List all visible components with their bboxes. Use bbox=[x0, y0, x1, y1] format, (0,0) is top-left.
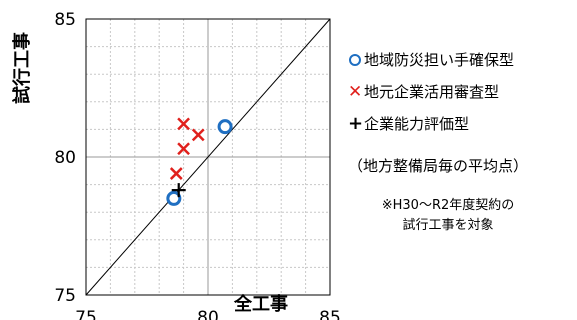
point-x bbox=[169, 167, 183, 180]
data-points bbox=[166, 117, 233, 206]
x-tick-labels: 75 80 85 bbox=[75, 308, 341, 320]
point-circle bbox=[166, 190, 182, 206]
legend-label: 地域防災担い手確保型 bbox=[364, 51, 515, 69]
legend: 地域防災担い手確保型 ✕ 地元企業活用審査型 + 企業能力評価型 （地方整備局毎… bbox=[348, 44, 577, 236]
x-tick-label: 75 bbox=[75, 308, 97, 320]
x-tick-label: 80 bbox=[197, 308, 219, 320]
y-tick-label: 75 bbox=[54, 286, 76, 306]
plus-icon: + bbox=[348, 113, 364, 134]
footnote: ※H30～R2年度契約の 試行工事を対象 bbox=[348, 196, 548, 236]
x-axis-title: 全工事 bbox=[233, 293, 288, 315]
legend-item-circle: 地域防災担い手確保型 bbox=[348, 44, 577, 76]
footnote-line-1: ※H30～R2年度契約の bbox=[381, 198, 515, 213]
x-icon: ✕ bbox=[348, 82, 363, 102]
plot-frame bbox=[85, 18, 331, 296]
legend-label: 企業能力評価型 bbox=[364, 115, 470, 133]
average-note: （地方整備局毎の平均点） bbox=[348, 157, 529, 175]
point-plus bbox=[171, 183, 186, 198]
legend-label: 地元企業活用審査型 bbox=[364, 83, 500, 101]
point-x bbox=[191, 128, 205, 142]
x-tick-label: 85 bbox=[319, 308, 341, 320]
point-x bbox=[177, 117, 190, 131]
y-tick-label: 85 bbox=[54, 10, 76, 30]
y-tick-labels: 75 80 85 bbox=[54, 10, 76, 306]
legend-item-x: ✕ 地元企業活用審査型 bbox=[348, 76, 577, 108]
y-axis-title: 試行工事 bbox=[11, 32, 33, 104]
diagonal-reference-line bbox=[85, 18, 331, 296]
legend-item-plus: + 企業能力評価型 bbox=[348, 108, 577, 140]
legend-note: （地方整備局毎の平均点） bbox=[348, 150, 577, 182]
y-tick-label: 80 bbox=[54, 148, 76, 168]
point-circle bbox=[217, 119, 233, 135]
circle-icon bbox=[349, 54, 361, 66]
footnote-line-2: 試行工事を対象 bbox=[402, 218, 494, 233]
point-x bbox=[177, 142, 190, 156]
